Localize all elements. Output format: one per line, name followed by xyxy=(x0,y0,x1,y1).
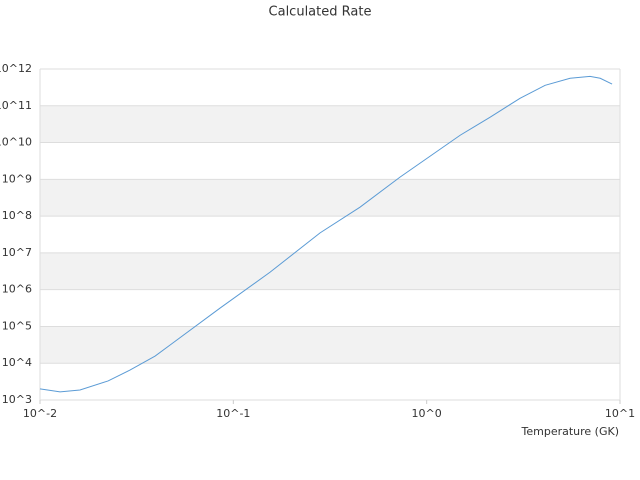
y-tick-label: 10^8 xyxy=(2,209,32,222)
x-tick-label: 10^-1 xyxy=(216,407,250,420)
grid-band xyxy=(40,105,620,143)
x-axis-label: Temperature (GK) xyxy=(521,425,620,438)
y-tick-label: 10^7 xyxy=(2,246,32,259)
y-tick-label: 10^11 xyxy=(0,99,32,112)
grid-band xyxy=(40,326,620,364)
x-tick-label: 10^-2 xyxy=(23,407,57,420)
y-tick-label: 10^9 xyxy=(2,172,32,185)
y-tick-label: 10^3 xyxy=(2,393,32,406)
x-tick-label: 10^0 xyxy=(412,407,442,420)
grid-band xyxy=(40,179,620,217)
chart-title: Calculated Rate xyxy=(269,5,372,20)
y-tick-label: 10^4 xyxy=(2,356,32,369)
y-tick-label: 10^5 xyxy=(2,319,32,332)
data-line xyxy=(39,75,613,393)
y-tick-label: 10^12 xyxy=(0,62,32,75)
grid-band xyxy=(40,252,620,290)
x-tick-label: 10^1 xyxy=(605,407,635,420)
y-tick-label: 10^10 xyxy=(0,136,32,149)
y-tick-label: 10^6 xyxy=(2,283,32,296)
